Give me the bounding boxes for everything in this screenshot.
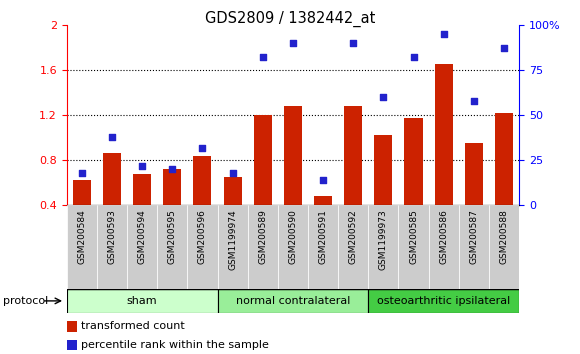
Text: GSM200594: GSM200594 bbox=[137, 210, 147, 264]
Bar bbox=[127, 205, 157, 289]
Text: GSM1199974: GSM1199974 bbox=[228, 210, 237, 270]
Bar bbox=[67, 340, 77, 350]
Point bbox=[137, 163, 147, 169]
Bar bbox=[368, 205, 398, 289]
Text: GDS2809 / 1382442_at: GDS2809 / 1382442_at bbox=[205, 11, 375, 27]
Point bbox=[469, 98, 478, 103]
Bar bbox=[459, 205, 489, 289]
Bar bbox=[398, 205, 429, 289]
Bar bbox=[67, 289, 218, 313]
Point bbox=[198, 145, 207, 150]
Bar bbox=[314, 196, 332, 205]
Point bbox=[349, 40, 358, 46]
Bar bbox=[67, 205, 97, 289]
Bar bbox=[97, 205, 127, 289]
Bar bbox=[157, 205, 187, 289]
Bar bbox=[218, 205, 248, 289]
Bar bbox=[133, 174, 151, 205]
Bar bbox=[284, 106, 302, 205]
Text: GSM200590: GSM200590 bbox=[288, 210, 298, 264]
Text: GSM200585: GSM200585 bbox=[409, 210, 418, 264]
Text: GSM200584: GSM200584 bbox=[77, 210, 86, 264]
Point bbox=[228, 170, 237, 176]
Point bbox=[77, 170, 86, 176]
Point bbox=[499, 45, 509, 51]
Text: osteoarthritic ipsilateral: osteoarthritic ipsilateral bbox=[377, 296, 510, 306]
Point bbox=[439, 31, 448, 37]
Bar bbox=[248, 205, 278, 289]
Bar bbox=[218, 289, 368, 313]
Bar bbox=[434, 64, 453, 205]
Text: transformed count: transformed count bbox=[81, 321, 185, 331]
Text: GSM200588: GSM200588 bbox=[499, 210, 509, 264]
Text: GSM200592: GSM200592 bbox=[349, 210, 358, 264]
Bar bbox=[489, 205, 519, 289]
Point bbox=[107, 134, 117, 139]
Bar bbox=[223, 177, 242, 205]
Bar bbox=[404, 119, 423, 205]
Text: GSM200587: GSM200587 bbox=[469, 210, 478, 264]
Text: GSM1199973: GSM1199973 bbox=[379, 210, 388, 270]
Point bbox=[168, 166, 177, 172]
Point bbox=[318, 177, 328, 183]
Bar bbox=[429, 205, 459, 289]
Text: sham: sham bbox=[127, 296, 157, 306]
Bar bbox=[253, 115, 272, 205]
Point bbox=[409, 55, 418, 60]
Bar bbox=[278, 205, 308, 289]
Text: protocol: protocol bbox=[3, 296, 48, 306]
Text: GSM200595: GSM200595 bbox=[168, 210, 177, 264]
Point bbox=[258, 55, 267, 60]
Bar bbox=[495, 113, 513, 205]
Bar bbox=[344, 106, 362, 205]
Text: normal contralateral: normal contralateral bbox=[235, 296, 350, 306]
Bar bbox=[72, 181, 91, 205]
Point bbox=[288, 40, 298, 46]
Bar bbox=[163, 169, 182, 205]
Bar bbox=[67, 321, 77, 332]
Bar bbox=[103, 153, 121, 205]
Bar bbox=[368, 289, 519, 313]
Point bbox=[379, 94, 388, 100]
Bar bbox=[338, 205, 368, 289]
Bar bbox=[193, 156, 212, 205]
Bar bbox=[465, 143, 483, 205]
Bar bbox=[308, 205, 338, 289]
Text: GSM200586: GSM200586 bbox=[439, 210, 448, 264]
Text: GSM200591: GSM200591 bbox=[318, 210, 328, 264]
Bar bbox=[374, 135, 393, 205]
Bar bbox=[187, 205, 218, 289]
Text: GSM200596: GSM200596 bbox=[198, 210, 207, 264]
Text: GSM200593: GSM200593 bbox=[107, 210, 117, 264]
Text: percentile rank within the sample: percentile rank within the sample bbox=[81, 340, 269, 350]
Text: GSM200589: GSM200589 bbox=[258, 210, 267, 264]
